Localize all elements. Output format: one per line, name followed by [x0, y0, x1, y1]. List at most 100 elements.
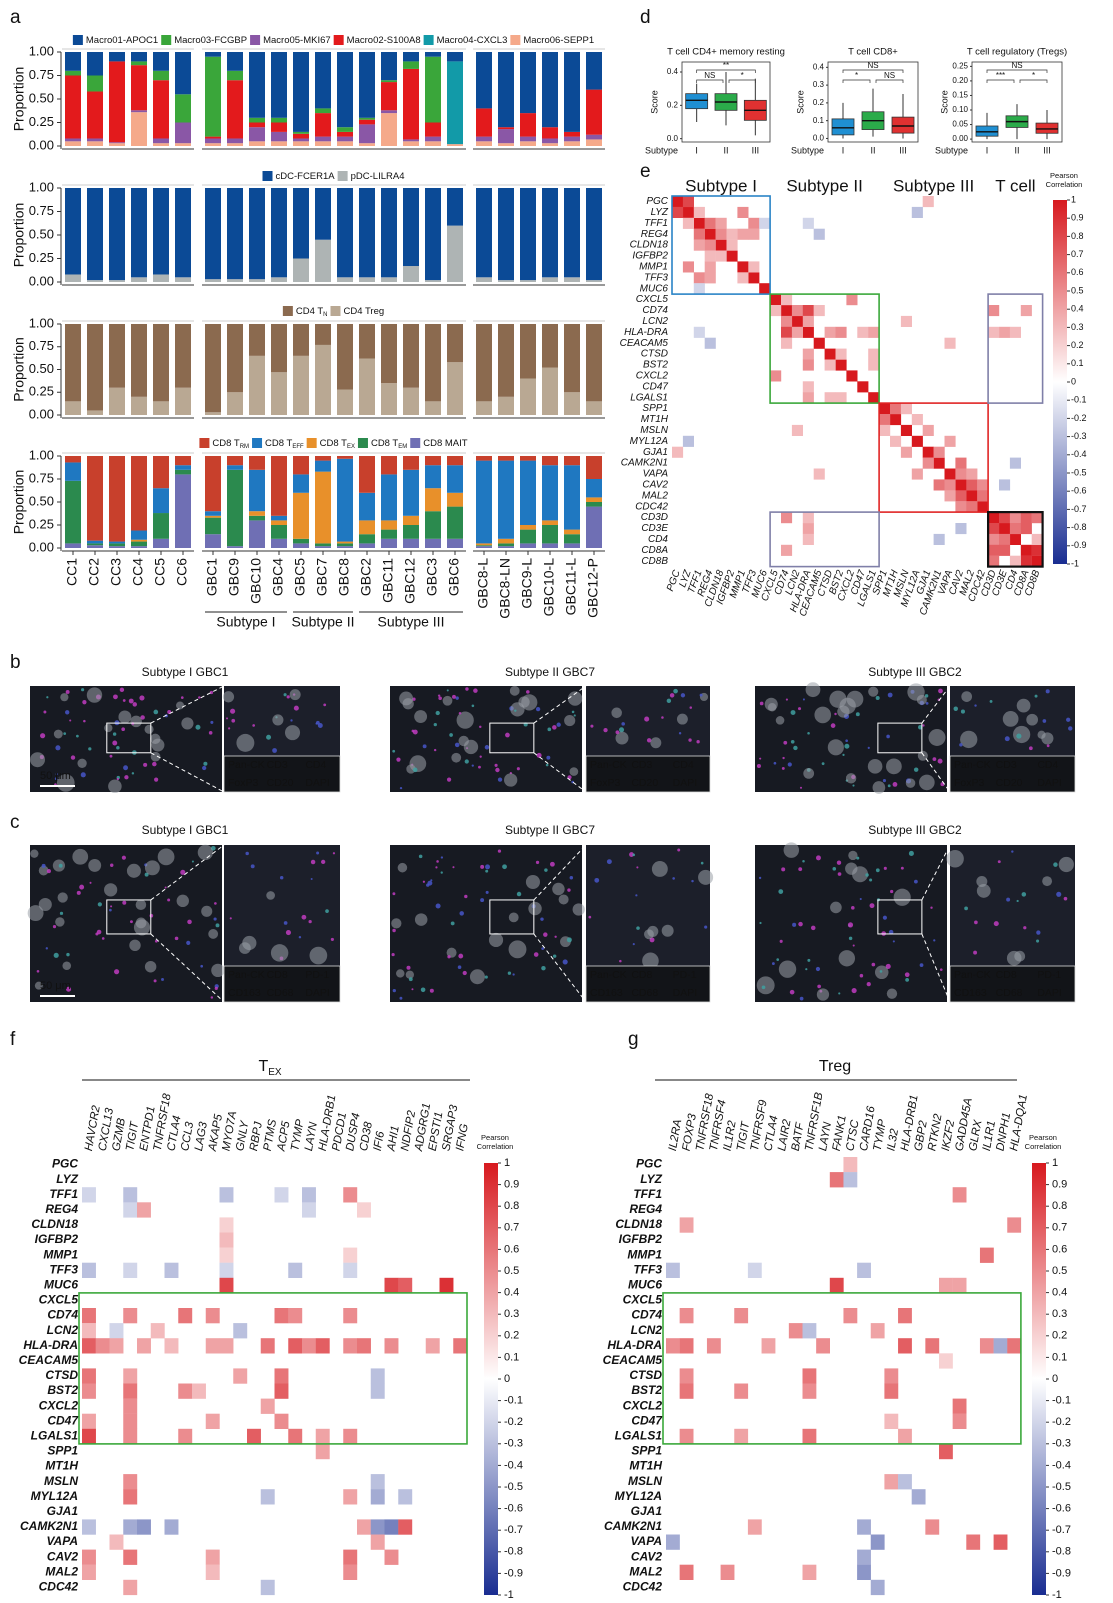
heatmap-cell: [288, 1338, 302, 1353]
cell-signal: [961, 710, 965, 714]
heatmap-cell: [123, 1187, 137, 1202]
heatmap-cell: [82, 1368, 96, 1383]
y-tick-label: 0.00: [29, 273, 54, 288]
cell-signal: [430, 879, 432, 881]
heatmap-cell: [302, 1338, 316, 1353]
bar-segment: [476, 108, 492, 136]
cell-signal: [662, 925, 674, 937]
cell-signal: [434, 749, 436, 751]
heatmap-cell: [836, 327, 847, 338]
image-title: Subtype I GBC1: [142, 665, 229, 679]
bar-segment: [542, 456, 558, 465]
cell-signal: [435, 866, 437, 868]
bar-segment: [205, 518, 221, 535]
row-label: HLA-DRA: [607, 1338, 662, 1352]
cell-signal: [920, 963, 924, 967]
heatmap-cell: [939, 1444, 953, 1459]
heatmap-cell: [923, 196, 934, 207]
cell-signal: [672, 877, 675, 880]
bar-segment: [520, 379, 536, 415]
colorbar-tick-label: -0.1: [1052, 1395, 1071, 1407]
heatmap-cell: [737, 272, 748, 283]
bar-segment: [447, 61, 463, 144]
legend-name: Macro05-MKI67: [263, 35, 331, 46]
row-label: IGFBP2: [632, 251, 668, 262]
heatmap-cell: [343, 1489, 357, 1504]
y-axis-label: Proportion: [11, 337, 27, 402]
group-title: T cell: [995, 176, 1035, 195]
marker-label: CD68: [267, 987, 294, 999]
heatmap-cell: [814, 305, 825, 316]
bar-segment: [315, 188, 331, 240]
heatmap-cell: [803, 316, 814, 327]
legend-swatch: [410, 438, 420, 448]
row-label: MUC6: [628, 1278, 662, 1292]
cell-signal: [757, 764, 761, 768]
bar-segment: [586, 90, 602, 135]
row-label: CAV2: [642, 479, 668, 490]
bar-segment: [520, 543, 536, 548]
block-outline: [663, 1293, 1021, 1444]
legend-swatch: [252, 438, 262, 448]
cell-signal: [145, 725, 154, 734]
colorbar-tick-label: -0.6: [504, 1503, 523, 1515]
heatmap-cell: [694, 327, 705, 338]
cell-signal: [845, 862, 857, 874]
cell-signal: [780, 940, 783, 943]
colorbar-tick-label: -0.3: [1052, 1438, 1071, 1450]
heatmap-cell: [220, 1187, 234, 1202]
bar-segment: [337, 542, 353, 544]
marker-label: CD68: [996, 987, 1023, 999]
cell-signal: [110, 905, 112, 907]
colorbar-tick-label: -0.4: [504, 1459, 523, 1471]
heatmap-cell: [343, 1429, 357, 1444]
heatmap-cell: [82, 1338, 96, 1353]
bar-segment: [403, 61, 419, 69]
cell-signal: [679, 732, 681, 734]
bar-segment: [109, 143, 125, 146]
colorbar-tick-label: -0.2: [504, 1416, 523, 1428]
bar-segment: [381, 530, 397, 539]
marker-label: CD4: [1037, 759, 1058, 771]
colorbar-title: Pearson: [481, 1133, 509, 1142]
heatmap-cell: [683, 218, 694, 229]
heatmap-cell: [901, 316, 912, 327]
cell-signal: [266, 891, 275, 900]
heatmap-cell: [680, 1368, 694, 1383]
cell-signal: [886, 735, 890, 739]
x-tick-label: GBC9: [226, 558, 242, 596]
bar-segment: [87, 188, 103, 280]
cell-signal: [791, 740, 795, 744]
cell-signal: [536, 707, 540, 711]
cell-signal: [495, 768, 499, 772]
row-label: MUC6: [44, 1278, 78, 1292]
heatmap-cell: [123, 1202, 137, 1217]
bar-segment: [359, 359, 375, 415]
cell-signal: [791, 710, 796, 715]
cell-signal: [331, 938, 334, 941]
bar-segment: [293, 324, 309, 356]
heatmap-cell: [275, 1308, 289, 1323]
group-label: Subtype I: [216, 614, 275, 630]
bar-segment: [425, 57, 441, 123]
bar-segment: [293, 543, 309, 548]
row-label: IGFBP2: [35, 1232, 79, 1246]
bar-segment: [227, 138, 243, 143]
heatmap-cell: [988, 545, 999, 556]
row-label: BST2: [631, 1383, 662, 1397]
marker-label: DAPI: [673, 987, 698, 999]
cell-signal: [421, 988, 426, 993]
row-label: LYZ: [56, 1172, 78, 1186]
title-sub: EX: [268, 1067, 282, 1078]
row-label: CXCL5: [39, 1293, 79, 1307]
cell-signal: [398, 863, 408, 873]
heatmap-cell: [288, 1263, 302, 1278]
colorbar-tick-label: -0.8: [1071, 522, 1087, 532]
cell-signal: [299, 936, 301, 938]
cell-signal: [783, 741, 787, 745]
heatmap-cell: [288, 1429, 302, 1444]
bar-segment: [205, 57, 221, 137]
heatmap-cell: [770, 294, 781, 305]
cell-signal: [109, 909, 112, 912]
bar-segment: [447, 144, 463, 146]
